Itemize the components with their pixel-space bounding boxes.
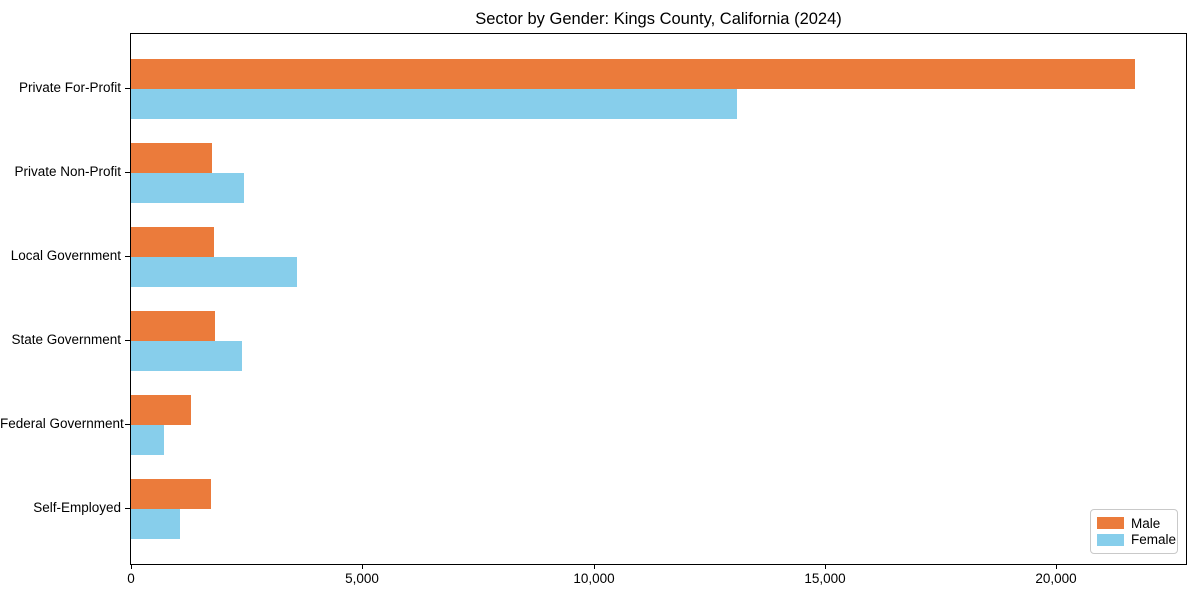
y-tick-mark bbox=[125, 424, 130, 425]
legend-label-male: Male bbox=[1131, 515, 1161, 531]
x-tick-label-5-000: 5,000 bbox=[345, 571, 379, 586]
y-tick-mark bbox=[125, 256, 130, 257]
x-tick-mark bbox=[594, 565, 595, 569]
y-tick-label-state-government: State Government bbox=[11, 332, 121, 347]
x-tick-label-0: 0 bbox=[127, 571, 135, 586]
y-tick-label-private-non-profit: Private Non-Profit bbox=[14, 164, 121, 179]
y-tick-mark bbox=[125, 340, 130, 341]
y-tick-mark bbox=[125, 88, 130, 89]
bar-female-local-government bbox=[131, 257, 297, 287]
bar-male-private-non-profit bbox=[131, 143, 212, 173]
y-tick-label-federal-government: Federal Government bbox=[0, 416, 124, 431]
x-tick-label-20-000: 20,000 bbox=[1035, 571, 1077, 586]
legend-label-female: Female bbox=[1131, 532, 1177, 548]
bar-male-state-government bbox=[131, 311, 215, 341]
x-tick-label-15-000: 15,000 bbox=[804, 571, 846, 586]
bar-male-self-employed bbox=[131, 479, 211, 509]
female-color-swatch bbox=[1097, 533, 1124, 546]
y-tick-label-self-employed: Self-Employed bbox=[33, 500, 121, 515]
y-tick-mark bbox=[125, 172, 130, 173]
x-tick-mark bbox=[131, 565, 132, 569]
legend: Male Female bbox=[1090, 509, 1178, 554]
x-tick-label-10-000: 10,000 bbox=[573, 571, 615, 586]
bar-female-self-employed bbox=[131, 509, 180, 539]
male-color-swatch bbox=[1097, 517, 1124, 530]
y-tick-label-private-for-profit: Private For-Profit bbox=[18, 80, 121, 95]
bar-male-local-government bbox=[131, 227, 214, 257]
x-tick-mark bbox=[825, 565, 826, 569]
bar-male-federal-government bbox=[131, 395, 191, 425]
y-tick-label-local-government: Local Government bbox=[10, 248, 121, 263]
x-tick-mark bbox=[362, 565, 363, 569]
x-tick-mark bbox=[1056, 565, 1057, 569]
y-tick-mark bbox=[125, 508, 130, 509]
legend-item-female: Female bbox=[1097, 532, 1176, 547]
plot-area bbox=[130, 33, 1187, 565]
bar-female-federal-government bbox=[131, 425, 164, 455]
bar-female-private-non-profit bbox=[131, 173, 244, 203]
legend-item-male: Male bbox=[1097, 516, 1171, 531]
bar-male-private-for-profit bbox=[131, 59, 1135, 89]
bar-female-private-for-profit bbox=[131, 89, 737, 119]
chart-title: Sector by Gender: Kings County, Californ… bbox=[475, 10, 842, 28]
bar-female-state-government bbox=[131, 341, 242, 371]
